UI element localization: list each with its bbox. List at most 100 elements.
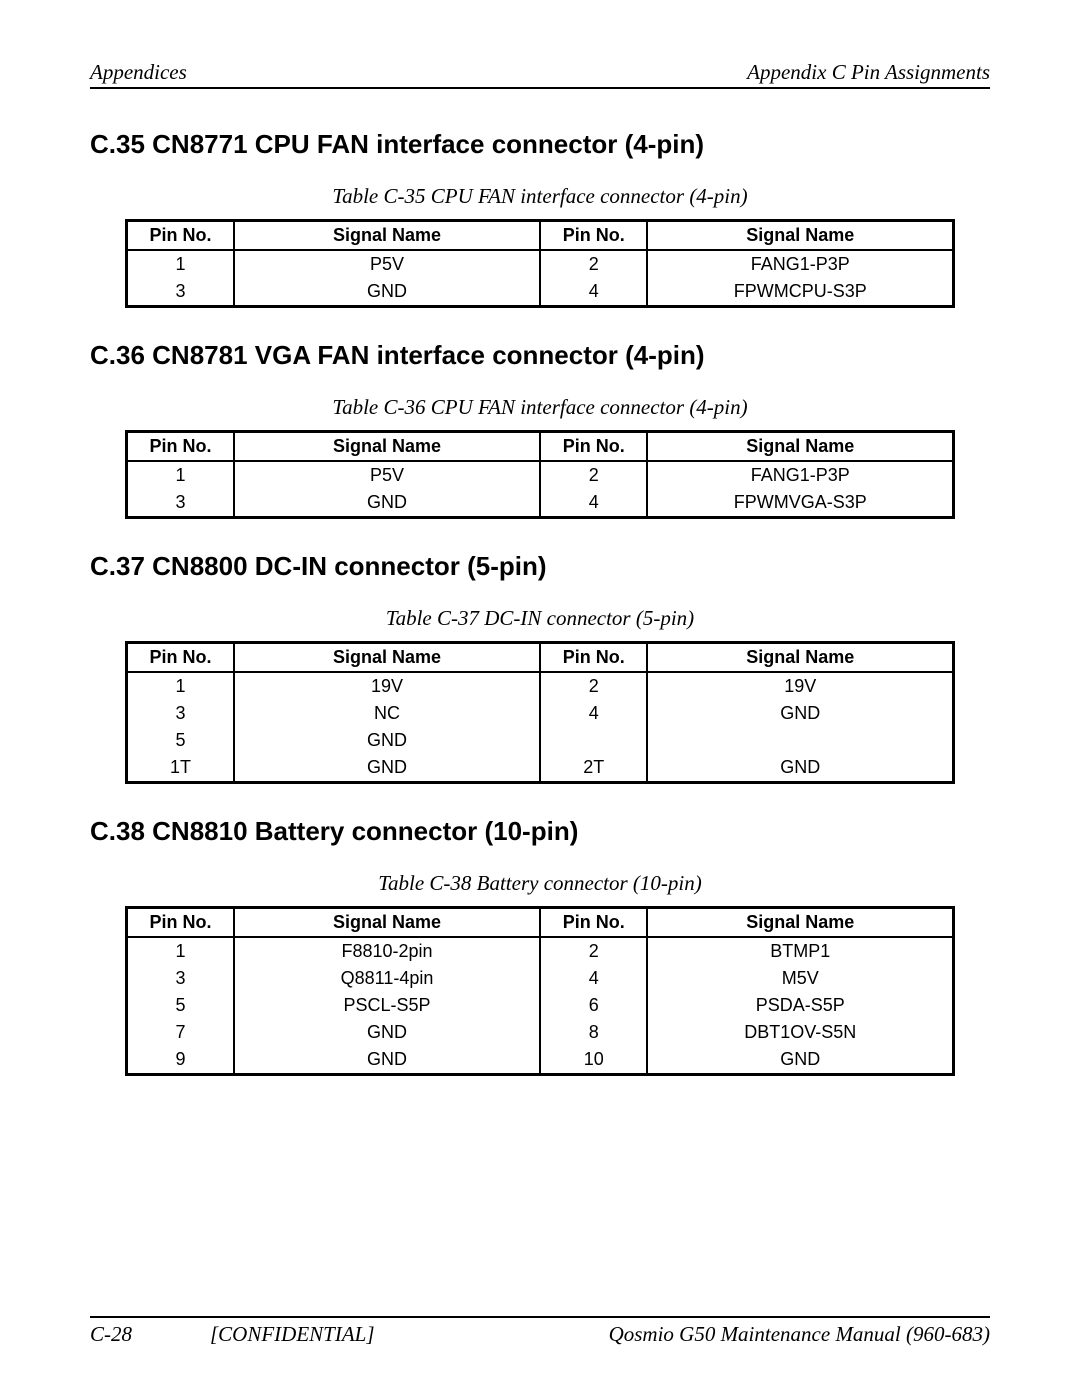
table-cell: 2 [540, 461, 648, 489]
table-cell: 4 [540, 965, 648, 992]
table-cell: GND [234, 489, 540, 518]
table-row: 5PSCL-S5P6PSDA-S5P [127, 992, 954, 1019]
table-row: 3NC4GND [127, 700, 954, 727]
table-cell: 1 [127, 672, 235, 700]
pin-table: Pin No.Signal NamePin No.Signal Name1P5V… [125, 219, 955, 308]
column-header: Signal Name [647, 643, 953, 673]
table-cell: 9 [127, 1046, 235, 1075]
table-row: 5GND [127, 727, 954, 754]
table-cell: GND [647, 700, 953, 727]
table-caption: Table C-36 CPU FAN interface connector (… [90, 395, 990, 420]
table-cell: 6 [540, 992, 648, 1019]
column-header: Pin No. [540, 643, 648, 673]
table-cell: GND [234, 278, 540, 307]
table-cell: 2 [540, 250, 648, 278]
document-page: Appendices Appendix C Pin Assignments C.… [0, 0, 1080, 1397]
table-cell: GND [234, 1046, 540, 1075]
table-row: 3Q8811-4pin4M5V [127, 965, 954, 992]
column-header: Signal Name [234, 643, 540, 673]
table-cell: 4 [540, 489, 648, 518]
table-row: 9GND10GND [127, 1046, 954, 1075]
table-cell: P5V [234, 461, 540, 489]
table-cell: GND [234, 727, 540, 754]
pin-table: Pin No.Signal NamePin No.Signal Name1F88… [125, 906, 955, 1076]
header-left: Appendices [90, 60, 187, 85]
table-cell: 1T [127, 754, 235, 783]
section-heading: C.36 CN8781 VGA FAN interface connector … [90, 340, 990, 371]
table-cell: BTMP1 [647, 937, 953, 965]
pin-table: Pin No.Signal NamePin No.Signal Name119V… [125, 641, 955, 784]
table-cell: FPWMVGA-S3P [647, 489, 953, 518]
header-right: Appendix C Pin Assignments [747, 60, 990, 85]
table-cell: 2T [540, 754, 648, 783]
footer-manual: Qosmio G50 Maintenance Manual (960-683) [609, 1322, 990, 1347]
column-header: Signal Name [234, 221, 540, 251]
page-header: Appendices Appendix C Pin Assignments [90, 60, 990, 89]
table-row: 1P5V2FANG1-P3P [127, 250, 954, 278]
table-cell: 7 [127, 1019, 235, 1046]
table-cell: M5V [647, 965, 953, 992]
section-heading: C.38 CN8810 Battery connector (10-pin) [90, 816, 990, 847]
column-header: Pin No. [540, 908, 648, 938]
table-cell: 5 [127, 992, 235, 1019]
table-cell: Q8811-4pin [234, 965, 540, 992]
column-header: Pin No. [127, 432, 235, 462]
table-caption: Table C-35 CPU FAN interface connector (… [90, 184, 990, 209]
column-header: Signal Name [647, 221, 953, 251]
table-cell: P5V [234, 250, 540, 278]
column-header: Pin No. [127, 643, 235, 673]
page-footer: C-28 [CONFIDENTIAL] Qosmio G50 Maintenan… [90, 1316, 990, 1347]
table-cell: 3 [127, 489, 235, 518]
table-cell: 1 [127, 250, 235, 278]
table-cell: GND [647, 754, 953, 783]
table-cell: DBT1OV-S5N [647, 1019, 953, 1046]
footer-confidential: [CONFIDENTIAL] [210, 1322, 375, 1347]
table-cell: PSCL-S5P [234, 992, 540, 1019]
section-heading: C.37 CN8800 DC-IN connector (5-pin) [90, 551, 990, 582]
column-header: Pin No. [127, 221, 235, 251]
column-header: Signal Name [234, 908, 540, 938]
table-cell: F8810-2pin [234, 937, 540, 965]
table-row: 119V219V [127, 672, 954, 700]
column-header: Pin No. [540, 432, 648, 462]
table-row: 1TGND2TGND [127, 754, 954, 783]
table-cell: 2 [540, 672, 648, 700]
table-cell [647, 727, 953, 754]
table-caption: Table C-37 DC-IN connector (5-pin) [90, 606, 990, 631]
table-cell [540, 727, 648, 754]
table-cell: 3 [127, 278, 235, 307]
column-header: Signal Name [234, 432, 540, 462]
table-cell: NC [234, 700, 540, 727]
table-row: 7GND8DBT1OV-S5N [127, 1019, 954, 1046]
table-cell: 2 [540, 937, 648, 965]
table-cell: 19V [234, 672, 540, 700]
table-cell: FANG1-P3P [647, 250, 953, 278]
column-header: Pin No. [127, 908, 235, 938]
table-cell: PSDA-S5P [647, 992, 953, 1019]
column-header: Pin No. [540, 221, 648, 251]
table-cell: GND [647, 1046, 953, 1075]
table-cell: 4 [540, 278, 648, 307]
table-cell: 3 [127, 965, 235, 992]
table-row: 1P5V2FANG1-P3P [127, 461, 954, 489]
table-cell: GND [234, 754, 540, 783]
table-cell: FANG1-P3P [647, 461, 953, 489]
table-row: 1F8810-2pin2BTMP1 [127, 937, 954, 965]
table-row: 3GND4FPWMCPU-S3P [127, 278, 954, 307]
table-cell: 8 [540, 1019, 648, 1046]
table-cell: 10 [540, 1046, 648, 1075]
table-row: 3GND4FPWMVGA-S3P [127, 489, 954, 518]
column-header: Signal Name [647, 908, 953, 938]
table-cell: 1 [127, 937, 235, 965]
pin-table: Pin No.Signal NamePin No.Signal Name1P5V… [125, 430, 955, 519]
table-cell: 3 [127, 700, 235, 727]
section-heading: C.35 CN8771 CPU FAN interface connector … [90, 129, 990, 160]
table-cell: GND [234, 1019, 540, 1046]
table-caption: Table C-38 Battery connector (10-pin) [90, 871, 990, 896]
table-cell: 4 [540, 700, 648, 727]
table-cell: 5 [127, 727, 235, 754]
footer-page-number: C-28 [90, 1322, 180, 1347]
column-header: Signal Name [647, 432, 953, 462]
table-cell: FPWMCPU-S3P [647, 278, 953, 307]
table-cell: 19V [647, 672, 953, 700]
